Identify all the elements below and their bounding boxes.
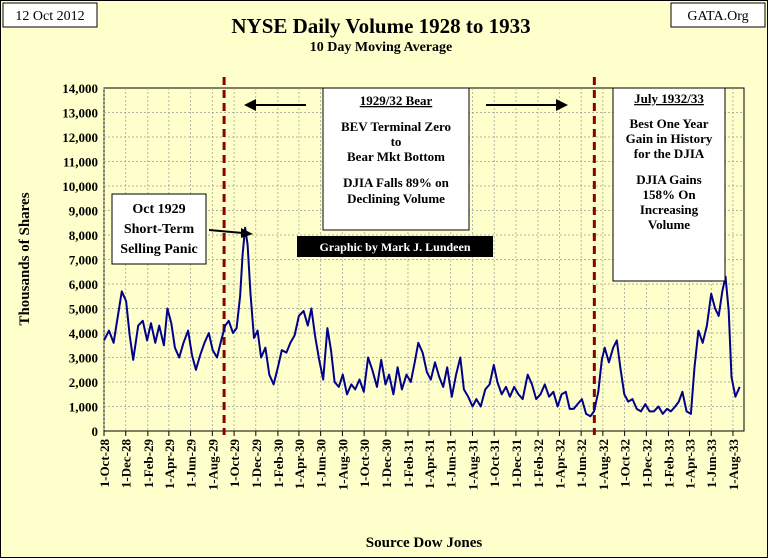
date-box bbox=[2, 2, 98, 28]
x-tick-label-22: 1-Jun-32 bbox=[574, 439, 589, 488]
x-tick-label-2: 1-Feb-29 bbox=[141, 439, 156, 489]
annotation-bear-heading: 1929/32 Bear bbox=[360, 93, 433, 108]
y-tick-label-8: 8,000 bbox=[69, 228, 98, 243]
date-label: 12 Oct 2012 bbox=[15, 9, 84, 24]
y-tick-label-4: 4,000 bbox=[69, 326, 98, 341]
x-tick-label-13: 1-Dec-30 bbox=[379, 439, 394, 488]
annotation-bull-line-2: Gain in History bbox=[626, 131, 713, 146]
annotation-bear-line-3: Bear Mkt Bottom bbox=[347, 149, 445, 164]
arrow-left-head bbox=[244, 99, 256, 111]
x-tick-label-29: 1-Aug-33 bbox=[726, 439, 741, 491]
x-tick-label-19: 1-Dec-31 bbox=[509, 439, 524, 488]
reference-line-layer bbox=[222, 77, 596, 435]
x-tick-label-23: 1-Aug-32 bbox=[596, 439, 611, 490]
annotation-bear-box bbox=[322, 87, 470, 231]
x-tick-label-18: 1-Oct-31 bbox=[487, 439, 502, 487]
y-tick-label-1: 1,000 bbox=[69, 400, 98, 415]
annotation-oct-1929-line-3: Selling Panic bbox=[120, 242, 197, 257]
x-tick-label-0: 1-Oct-28 bbox=[97, 439, 112, 488]
annotation-oct-1929-box bbox=[111, 193, 207, 265]
annotation-bull-line-5: DJIA Gains bbox=[636, 172, 701, 187]
y-tick-label-14: 14,000 bbox=[62, 81, 98, 96]
x-tick-label-27: 1-Apr-33 bbox=[682, 439, 697, 490]
x-tick-label-26: 1-Feb-33 bbox=[661, 439, 676, 489]
y-tick-label-12: 12,000 bbox=[62, 130, 98, 145]
annotation-oct-1929: Oct 1929 Short-Term Selling Panic bbox=[111, 193, 207, 265]
x-tick-label-28: 1-Jun-33 bbox=[704, 439, 719, 489]
x-tick-label-24: 1-Oct-32 bbox=[618, 439, 633, 487]
x-tick-label-7: 1-Dec-29 bbox=[249, 439, 264, 489]
credit-badge: Graphic by Mark J. Lundeen bbox=[297, 236, 493, 257]
x-tick-label-16: 1-Jun-31 bbox=[444, 439, 459, 488]
annotation-bull-line-7: Increasing bbox=[640, 202, 699, 217]
x-tick-label-12: 1-Oct-30 bbox=[357, 439, 372, 487]
x-tick-label-25: 1-Dec-32 bbox=[639, 439, 654, 488]
y-tick-label-11: 11,000 bbox=[63, 155, 98, 170]
x-tick-label-5: 1-Aug-29 bbox=[205, 439, 220, 491]
annotation-bull-line-6: 158% On bbox=[642, 187, 696, 202]
annotation-bull-line-1: Best One Year bbox=[630, 116, 709, 131]
annotation-bull-heading: July 1932/33 bbox=[634, 91, 704, 106]
y-tick-label-2: 2,000 bbox=[69, 375, 98, 390]
arrow-to-peak-head bbox=[241, 228, 253, 238]
y-tick-label-13: 13,000 bbox=[62, 106, 98, 121]
x-tick-layer: 1-Oct-28 1-Dec-28 1-Feb-29 1-Apr-29 1-Jun-29… bbox=[97, 431, 741, 490]
arrow-to-peak bbox=[208, 229, 244, 234]
annotation-bear: 1929/32 Bear BEV Terminal Zero to Bear M… bbox=[322, 87, 470, 231]
x-tick-label-17: 1-Aug-31 bbox=[465, 439, 480, 490]
annotation-bear-line-2: to bbox=[391, 134, 402, 149]
y-tick-label-0: 0 bbox=[92, 424, 99, 439]
x-tick-label-3: 1-Apr-29 bbox=[162, 439, 177, 490]
chart-subtitle: 10 Day Moving Average bbox=[310, 40, 452, 55]
x-tick-label-20: 1-Feb-32 bbox=[531, 439, 546, 488]
y-tick-label-3: 3,000 bbox=[69, 351, 98, 366]
annotation-bull-line-8: Volume bbox=[648, 217, 690, 232]
credit-box bbox=[297, 236, 493, 257]
annotation-bull-line-3: for the DJIA bbox=[634, 146, 705, 161]
y-tick-label-5: 5,000 bbox=[69, 302, 98, 317]
y-tick-layer: 0 1,000 2,000 3,000 4,000 5,000 6,000 7,000 8,00… bbox=[62, 81, 98, 439]
y-axis-title: Thousands of Shares bbox=[17, 192, 33, 325]
brand-label: GATA.Org bbox=[687, 9, 748, 24]
chart-title: NYSE Daily Volume 1928 to 1933 bbox=[231, 14, 530, 38]
x-axis-title: Source Dow Jones bbox=[366, 535, 483, 551]
credit-label: Graphic by Mark J. Lundeen bbox=[319, 240, 470, 254]
x-tick-label-6: 1-Oct-29 bbox=[227, 439, 242, 488]
series-line-volume bbox=[103, 226, 741, 418]
annotation-oct-1929-line-2: Short-Term bbox=[124, 222, 195, 237]
annotation-bear-line-6: Declining Volume bbox=[347, 191, 445, 206]
x-tick-label-1: 1-Dec-28 bbox=[119, 439, 134, 489]
x-tick-label-4: 1-Jun-29 bbox=[184, 439, 199, 489]
y-tick-label-9: 9,000 bbox=[69, 204, 98, 219]
arrow-right-head bbox=[556, 99, 568, 111]
x-tick-label-8: 1-Feb-30 bbox=[271, 439, 286, 488]
annotation-bear-line-1: BEV Terminal Zero bbox=[341, 119, 451, 134]
annotation-bull: July 1932/33 Best One Year Gain in Histo… bbox=[612, 87, 726, 282]
x-tick-label-14: 1-Feb-31 bbox=[401, 439, 416, 488]
annotation-bear-line-5: DJIA Falls 89% on bbox=[343, 175, 450, 190]
x-tick-label-11: 1-Aug-30 bbox=[335, 439, 350, 490]
annotation-oct-1929-line-1: Oct 1929 bbox=[132, 202, 185, 217]
x-tick-label-21: 1-Apr-32 bbox=[552, 439, 567, 489]
brand-box bbox=[670, 2, 766, 28]
x-tick-label-15: 1-Apr-31 bbox=[422, 439, 437, 489]
x-tick-label-9: 1-Apr-30 bbox=[292, 439, 307, 489]
y-tick-label-10: 10,000 bbox=[62, 179, 98, 194]
y-tick-label-7: 7,000 bbox=[69, 253, 98, 268]
x-tick-label-10: 1-Jun-30 bbox=[314, 439, 329, 488]
annotation-bull-box bbox=[612, 87, 726, 282]
y-tick-label-6: 6,000 bbox=[69, 277, 98, 292]
